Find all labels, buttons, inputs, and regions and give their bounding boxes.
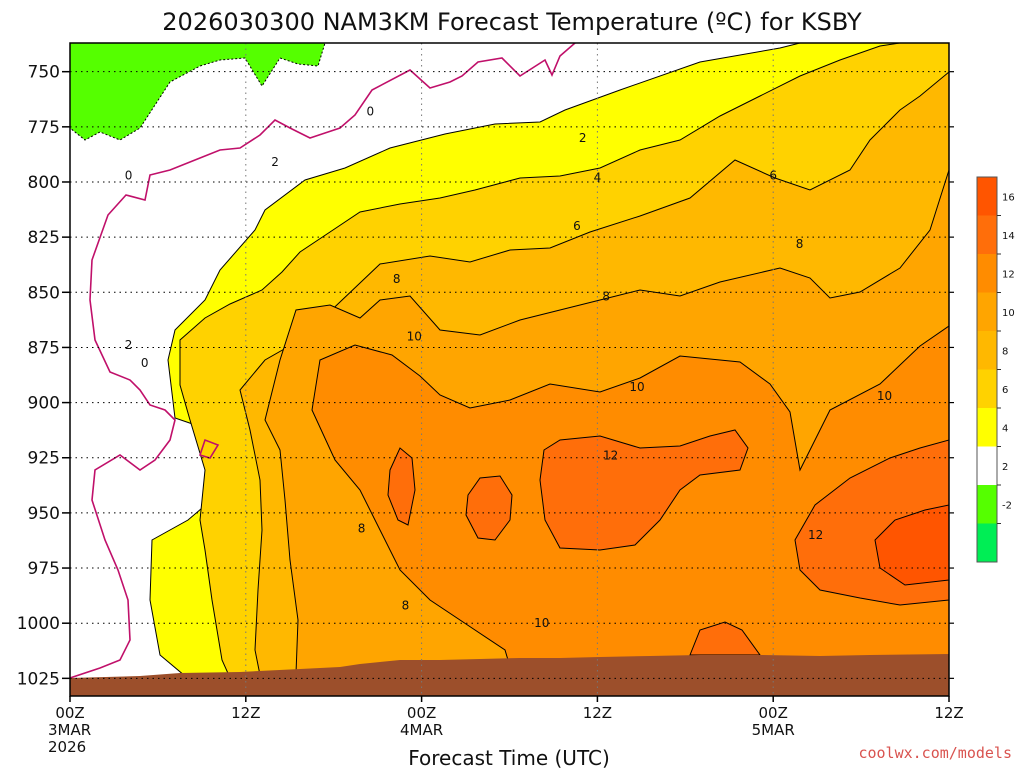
contour-label: 6 [573, 219, 581, 233]
x-tick-label: 4MAR [400, 721, 443, 739]
contour-label: 6 [769, 168, 777, 182]
colorbar-label: 10 [1002, 308, 1015, 319]
y-tick-label: 850 [28, 283, 60, 303]
colorbar: 16 14 12 10 8 6 4 2 -2 [976, 176, 1015, 563]
colorbar-swatch [977, 369, 997, 408]
contour-label: 8 [393, 272, 401, 286]
grid [70, 43, 949, 696]
x-tick-label: 00Z [407, 704, 436, 722]
y-tick-label: 875 [28, 338, 60, 358]
contour-zero-pocket [198, 438, 220, 459]
contour-label: 10 [629, 380, 644, 394]
y-tick-label: 950 [28, 504, 60, 524]
colorbar-swatch [977, 331, 997, 370]
colorbar-label: 8 [1002, 346, 1008, 357]
contour-label: 8 [796, 237, 804, 251]
contour-label: 8 [602, 290, 610, 304]
colorbar-swatch [977, 523, 997, 562]
x-tick-label: 12Z [934, 704, 963, 722]
colorbar-label: 4 [1002, 423, 1008, 434]
contour-label: 10 [534, 616, 549, 630]
contour-label: 4 [594, 171, 602, 185]
colorbar-swatch [977, 215, 997, 254]
temperature-field [70, 43, 949, 696]
x-tick-label: 12Z [583, 704, 612, 722]
colorbar-swatch [977, 485, 997, 524]
x-tick-label: 00Z [55, 704, 84, 722]
credit-text: coolwx.com/models [858, 744, 1012, 762]
colorbar-label: -2 [1002, 500, 1012, 511]
colorbar-label: 2 [1002, 462, 1008, 473]
x-tick-label: 3MAR [48, 721, 91, 739]
band-green-cold [70, 43, 326, 141]
contour-zero-line [70, 43, 576, 679]
colorbar-label: 16 [1002, 192, 1015, 203]
contour-label: 12 [603, 449, 618, 463]
contour-label: 8 [402, 599, 410, 613]
contour-label: 0 [141, 356, 149, 370]
x-tick-label: 5MAR [752, 721, 795, 739]
colorbar-label: 12 [1002, 269, 1015, 280]
y-tick-label: 1000 [17, 614, 60, 634]
x-tick-label: 00Z [759, 704, 788, 722]
band-red-orange-west [387, 447, 416, 526]
contour-label: 8 [358, 521, 366, 535]
x-tick-label: 2026 [48, 738, 86, 756]
colorbar-label: 6 [1002, 385, 1008, 396]
band-red-orange [539, 429, 749, 551]
y-tick-label: 800 [28, 173, 60, 193]
colorbar-swatch [977, 254, 997, 293]
contour-label: 2 [271, 155, 279, 169]
contour-label: 12 [808, 528, 823, 542]
y-tick-label: 825 [28, 228, 60, 248]
contour-label: 10 [877, 389, 892, 403]
y-tick-label: 775 [28, 118, 60, 138]
colorbar-swatch [977, 446, 997, 485]
y-tick-label: 900 [28, 394, 60, 414]
colorbar-label: 14 [1002, 231, 1015, 242]
contour-label: 0 [125, 168, 133, 182]
colorbar-swatch [977, 408, 997, 447]
contour-label: 2 [579, 131, 587, 145]
contour-label: 2 [125, 338, 133, 352]
contour-label: 10 [407, 329, 422, 343]
band-red [874, 504, 949, 586]
colorbar-swatch [977, 292, 997, 331]
band-red-orange-mid [465, 475, 513, 541]
y-tick-label: 975 [28, 559, 60, 579]
x-tick-label: 12Z [231, 704, 260, 722]
terrain [70, 654, 949, 696]
plot-frame [69, 42, 950, 697]
colorbar-swatch [977, 177, 997, 216]
y-tick-label: 1025 [17, 669, 60, 689]
y-tick-label: 925 [28, 449, 60, 469]
contour-label: 0 [367, 104, 375, 118]
y-tick-label: 750 [28, 63, 60, 83]
x-axis-label: Forecast Time (UTC) [408, 746, 610, 768]
chart-title: 2026030300 NAM3KM Forecast Temperature (… [162, 8, 862, 36]
